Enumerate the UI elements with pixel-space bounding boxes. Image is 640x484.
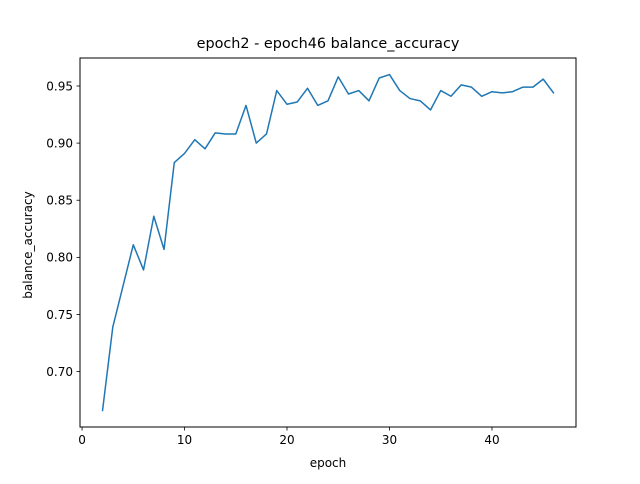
y-tick-label: 0.70: [46, 365, 73, 379]
x-tick-label: 10: [177, 433, 192, 447]
series-layer: [101, 73, 555, 412]
x-axis-label: epoch: [310, 456, 347, 470]
x-tick-label: 30: [382, 433, 397, 447]
axis-ticks: 0 10 20 30 40 0.70 0.75 0.80 0.85 0.90 0.95: [46, 79, 499, 447]
y-tick-label: 0.85: [46, 194, 73, 208]
chart-title: epoch2 - epoch46 balance_accuracy: [197, 36, 460, 52]
y-tick-label: 0.90: [46, 136, 73, 150]
y-axis-label: balance_accuracy: [21, 191, 35, 298]
y-tick-label: 0.80: [46, 251, 73, 265]
x-tick-label: 20: [279, 433, 294, 447]
series-line: [101, 73, 555, 412]
x-tick-label: 0: [78, 433, 86, 447]
y-tick-label: 0.95: [46, 79, 73, 93]
plot-frame: [79, 57, 577, 428]
x-tick-label: 40: [484, 433, 499, 447]
y-tick-label: 0.75: [46, 308, 73, 322]
